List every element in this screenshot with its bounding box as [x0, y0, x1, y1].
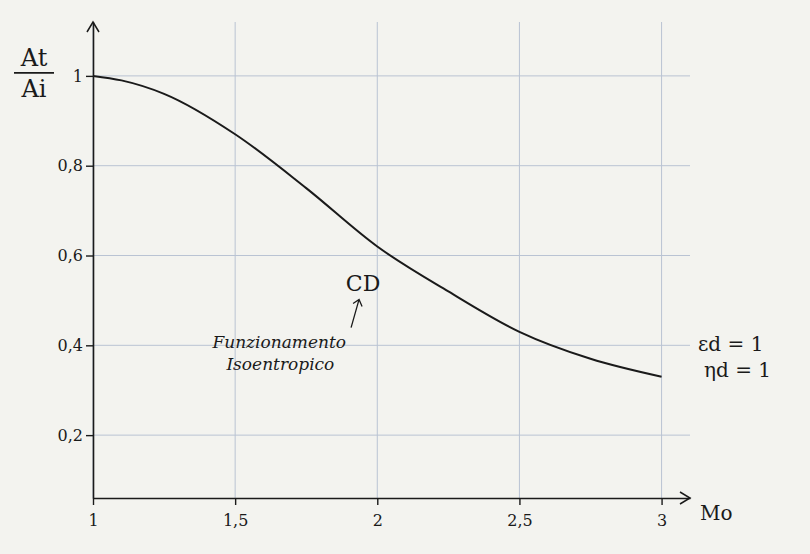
- y-label-denominator: Ai: [20, 75, 46, 103]
- y-arrow: [87, 22, 99, 32]
- y-tick-label: 1: [73, 67, 83, 86]
- x-tick: 3: [657, 498, 667, 530]
- x-arrow: [680, 492, 690, 504]
- y-tick-mark: [86, 255, 93, 256]
- y-label-numerator: At: [20, 44, 48, 72]
- y-tick-mark: [86, 345, 93, 346]
- x-tick: 1,5: [223, 498, 248, 530]
- y-tick-label: 0,6: [58, 246, 83, 265]
- texts: At Ai Mo CD FunzionamentoIsoentropico εd = 1η…: [14, 44, 771, 525]
- x-tick-label: 1,5: [223, 511, 248, 530]
- y-tick-label: 0,4: [58, 336, 83, 355]
- x-axis: 1 1,5 2 2,5 3: [88, 498, 690, 530]
- note: ηd = 1: [704, 358, 771, 382]
- annotation: Funzionamento: [211, 332, 346, 352]
- x-tick-mark: [661, 498, 662, 505]
- x-tick-mark: [93, 498, 94, 505]
- x-tick: 1: [88, 498, 98, 530]
- fraction-bar: [14, 72, 54, 74]
- x-tick: 2,5: [507, 498, 532, 530]
- y-tick-mark: [86, 435, 93, 436]
- grid-line: [377, 22, 378, 498]
- grid-line: [93, 435, 690, 436]
- x-tick-label: 2,5: [507, 511, 532, 530]
- grid-line: [235, 22, 236, 498]
- plot: 1 1,5 2 2,5 3 0,2 0,4 0,6 0,8 1: [58, 22, 691, 530]
- curve: [93, 76, 662, 377]
- y-tick-label: 0,8: [58, 156, 83, 175]
- y-tick-label: 0,2: [58, 426, 83, 445]
- axis-line: [93, 23, 95, 499]
- annotation: CD: [346, 271, 380, 296]
- annotation-arrow: [351, 299, 362, 327]
- x-tick-mark: [519, 498, 520, 505]
- y-tick: 0,2: [58, 426, 93, 445]
- note: εd = 1: [698, 332, 763, 356]
- axis-arrows: [87, 22, 690, 504]
- grid: [93, 22, 690, 498]
- y-axis: 0,2 0,4 0,6 0,8 1: [58, 23, 94, 499]
- grid-line: [93, 75, 690, 76]
- chart: 1 1,5 2 2,5 3 0,2 0,4 0,6 0,8 1 At Ai Mo CD Funzioname…: [0, 0, 810, 554]
- y-tick: 0,6: [58, 246, 93, 265]
- y-tick-mark: [86, 165, 93, 166]
- y-tick: 0,4: [58, 336, 93, 355]
- x-tick-mark: [377, 498, 378, 505]
- marks: [93, 76, 662, 377]
- x-tick-label: 3: [657, 511, 667, 530]
- x-tick-mark: [235, 498, 236, 505]
- x-tick: 2: [373, 498, 383, 530]
- grid-line: [93, 165, 690, 166]
- y-tick: 1: [73, 67, 93, 86]
- x-tick-label: 1: [88, 511, 98, 530]
- grid-line: [93, 22, 94, 498]
- grid-line: [661, 22, 662, 498]
- y-tick-mark: [86, 76, 93, 77]
- x-tick-label: 2: [373, 511, 383, 530]
- grid-line: [93, 345, 690, 346]
- axis-line: [94, 498, 691, 500]
- grid-line: [519, 22, 520, 498]
- annotation: Isoentropico: [225, 354, 334, 374]
- y-tick: 0,8: [58, 156, 93, 175]
- x-label: Mo: [700, 501, 733, 525]
